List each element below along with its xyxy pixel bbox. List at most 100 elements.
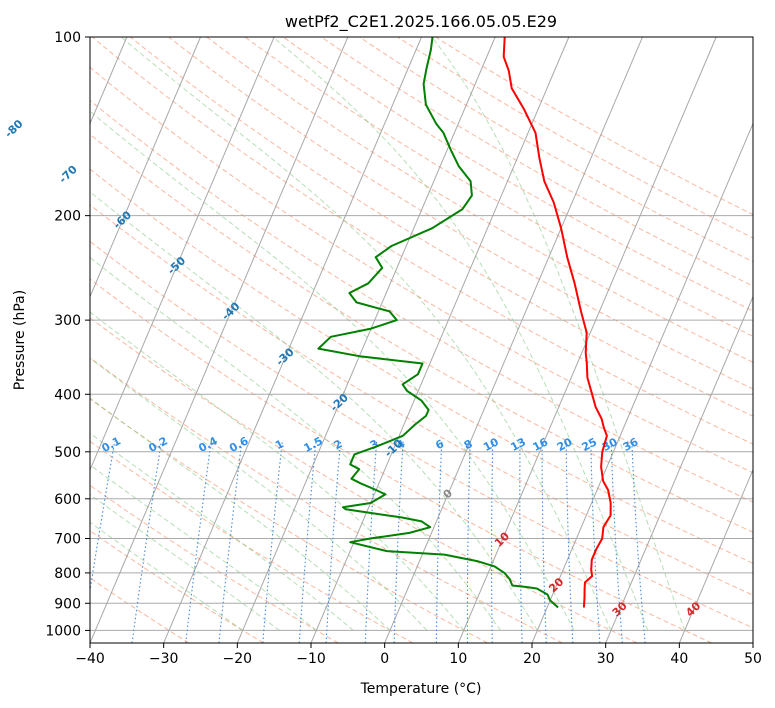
mixing-ratio-line [364, 441, 378, 643]
dry-adiabat [320, 37, 753, 287]
mixing-ratio-line [90, 441, 116, 595]
mixing-ratio-line [610, 441, 623, 643]
isotherm-line [236, 37, 496, 643]
dry-adiabat [130, 37, 753, 417]
isotherm-label: -40 [219, 300, 243, 323]
mixing-ratio-label: 20 [555, 435, 575, 454]
dry-adiabat [90, 278, 712, 643]
mixing-ratio-line [565, 441, 574, 643]
y-tick-label: 400 [54, 387, 81, 403]
background-labels: 0.10.20.40.611.52346810131620253036-100-… [2, 117, 703, 619]
mixing-ratio-label: 6 [433, 437, 446, 452]
x-tick-label: 30 [597, 651, 615, 667]
y-tick-label: 1000 [45, 623, 81, 639]
mixing-ratio-line [631, 441, 646, 643]
isotherm-line [678, 468, 753, 643]
x-tick-label: 0 [380, 651, 389, 667]
mixing-ratio-line [325, 441, 342, 643]
mixing-ratio-line [298, 441, 317, 643]
isotherm-label: -50 [165, 254, 189, 277]
y-axis-label: Pressure (hPa) [12, 290, 28, 390]
isotherm-line [531, 122, 753, 643]
mixing-ratio-line [541, 441, 547, 643]
dry-adiabat [90, 204, 753, 596]
mixing-ratio-label: 10 [481, 435, 501, 454]
moist-adiabat [90, 493, 280, 631]
x-tick-label: 40 [670, 651, 688, 667]
isotherm-line [605, 295, 753, 643]
dry-adiabat [90, 577, 190, 643]
temperature-profile [502, 37, 612, 608]
mixing-ratio-line [185, 441, 212, 643]
dry-adiabat [90, 440, 414, 643]
y-tick-label: 500 [54, 445, 81, 461]
mixing-ratio-line [590, 441, 601, 643]
dry-adiabat [90, 484, 339, 643]
mixing-ratio-label: 13 [508, 435, 528, 454]
dry-adiabat [90, 133, 753, 533]
moist-adiabat [90, 521, 243, 631]
mixing-ratio-label: 36 [621, 435, 641, 454]
isotherm-line [90, 37, 275, 472]
isotherm-line [90, 37, 201, 298]
isotherm-label: 40 [683, 599, 703, 619]
dry-adiabat [90, 530, 264, 643]
mixing-ratio-label: 1 [273, 437, 286, 452]
isotherm-line [384, 37, 643, 643]
x-tick-label: −10 [296, 651, 326, 667]
mixing-ratio-line [218, 441, 243, 643]
y-tick-label: 900 [54, 596, 81, 612]
moist-adiabat [90, 432, 354, 631]
dewpoint-profile [317, 37, 559, 609]
dry-adiabat [91, 37, 753, 445]
moist-adiabat [90, 311, 465, 631]
isotherm-line [90, 37, 349, 643]
isotherm-label: 10 [492, 529, 512, 549]
mixing-ratio-line [435, 441, 443, 643]
chart-title: wetPf2_C2E1.2025.166.05.05.E29 [285, 12, 557, 32]
moist-adiabat [90, 357, 428, 631]
mixing-ratio-line [262, 441, 283, 643]
dry-adiabat [90, 240, 753, 629]
mixing-ratio-label: 25 [580, 435, 600, 454]
isotherm-label: 30 [610, 599, 630, 619]
dry-adiabat [282, 37, 753, 312]
dry-adiabat [90, 317, 638, 643]
y-axis: 100 200 300 400 500 600 700 800 900 1000 [45, 30, 90, 639]
mixing-ratio-line [490, 441, 494, 643]
x-tick-label: −30 [149, 651, 179, 667]
dry-adiabat [244, 37, 753, 337]
isotherm-line [752, 641, 753, 643]
mixing-ratio-label: 16 [531, 435, 551, 454]
isotherm-label: -80 [2, 117, 26, 140]
y-tick-label: 100 [54, 30, 81, 46]
mixing-ratio-line [131, 441, 162, 643]
dry-adiabat [168, 37, 753, 390]
isotherm-label: 20 [546, 575, 566, 595]
moist-adiabat [431, 37, 686, 631]
dry-adiabat [397, 37, 753, 239]
x-tick-label: 50 [744, 651, 762, 667]
plot-frame [89, 36, 754, 644]
y-tick-label: 300 [54, 313, 81, 329]
dry-adiabat [206, 37, 753, 363]
y-tick-label: 700 [54, 532, 81, 548]
y-tick-label: 800 [54, 566, 81, 582]
x-tick-label: 20 [523, 651, 541, 667]
profiles [317, 37, 612, 609]
isotherm-label: -70 [56, 163, 80, 186]
dry-adiabat [90, 66, 753, 474]
background-lines [90, 37, 753, 643]
moist-adiabat [90, 464, 317, 631]
moist-adiabat [90, 256, 501, 631]
y-tick-label: 600 [54, 492, 81, 508]
mixing-ratio-line [393, 441, 404, 643]
x-tick-label: 10 [449, 651, 467, 667]
y-tick-label: 200 [54, 209, 81, 225]
mixing-ratio-line [519, 441, 523, 643]
dry-adiabat [90, 168, 753, 564]
moist-adiabat [90, 191, 538, 631]
x-axis-label: Temperature (°C) [360, 681, 482, 697]
isotherm-line [163, 37, 422, 643]
